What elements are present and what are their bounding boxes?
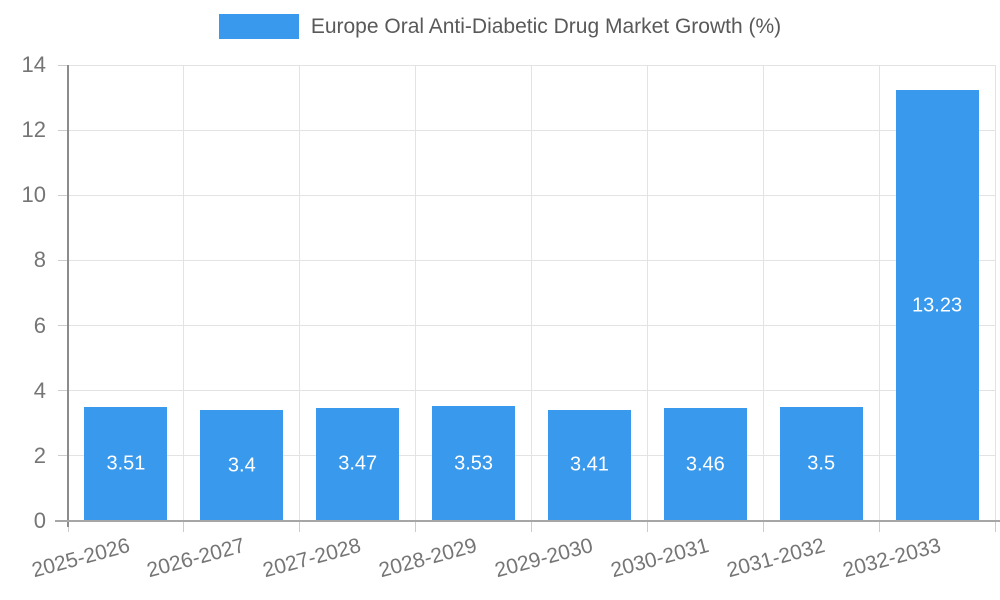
y-axis-tick [58,64,68,66]
bar[interactable] [316,407,399,521]
x-axis-tick-label: 2031-2032 [724,534,828,583]
bar-value-label: 3.53 [454,452,494,474]
y-axis-tick-label: 10 [21,182,46,208]
bar-value-label: 13.23 [912,294,963,317]
x-axis-tick [299,521,301,532]
x-axis-tick-label: 2030-2031 [608,534,712,583]
y-axis-line [67,65,69,527]
x-axis-tick [531,521,532,532]
y-axis-tick-label: 8 [33,247,46,273]
x-axis-tick [415,521,417,532]
bar[interactable] [664,408,747,521]
gridline-vertical [183,65,185,521]
bar-value-label: 3.47 [338,452,378,475]
gridline-vertical [299,65,301,521]
legend-swatch-icon [218,14,299,39]
bar[interactable] [84,406,167,521]
y-axis-tick-label: 0 [33,508,46,533]
gridline-vertical [531,65,532,521]
bar[interactable] [200,410,283,521]
x-axis-tick-label: 2028-2029 [376,534,480,583]
gridline-vertical [878,65,880,521]
x-axis-tick [183,521,185,532]
bar-value-label: 3.51 [106,452,146,475]
y-axis-tick [58,325,68,327]
y-axis-tick [58,129,68,131]
x-axis-tick [994,521,996,532]
bar-value-label: 3.41 [569,453,609,476]
y-axis-tick [58,455,68,457]
legend[interactable]: Europe Oral Anti-Diabetic Drug Market Gr… [0,14,1000,39]
gridline-vertical [646,65,648,521]
gridline-vertical [994,65,996,521]
y-axis-tick [58,259,68,261]
y-axis-tick [58,194,68,196]
y-axis-tick [58,390,68,392]
y-axis-tick-label: 6 [33,312,46,338]
x-axis-tick [878,521,880,532]
x-axis-tick-label: 2026-2027 [144,534,248,583]
legend-label: Europe Oral Anti-Diabetic Drug Market Gr… [310,14,782,38]
bar-value-label: 3.5 [807,452,836,475]
x-axis-tick-label: 2027-2028 [260,534,364,583]
bar[interactable] [780,407,863,521]
gridline-vertical [762,65,764,521]
x-axis-tick-label: 2025-2026 [28,534,132,583]
y-axis-tick-label: 14 [21,52,46,77]
y-axis-tick-label: 12 [21,117,46,143]
bar[interactable] [432,406,515,521]
bar-value-label: 3.4 [227,454,256,477]
x-axis-tick-label: 2032-2033 [840,534,944,583]
x-axis-tick [762,521,764,532]
y-axis-tick-label: 2 [33,442,46,468]
bar[interactable] [548,409,631,521]
bar-value-label: 3.46 [685,453,725,476]
gridline-vertical [415,65,417,521]
bar[interactable] [896,90,979,521]
y-axis-tick-label: 4 [33,377,46,403]
x-axis-line [55,520,1000,522]
x-axis-tick-label: 2029-2030 [492,534,596,583]
x-axis-tick [646,521,648,532]
